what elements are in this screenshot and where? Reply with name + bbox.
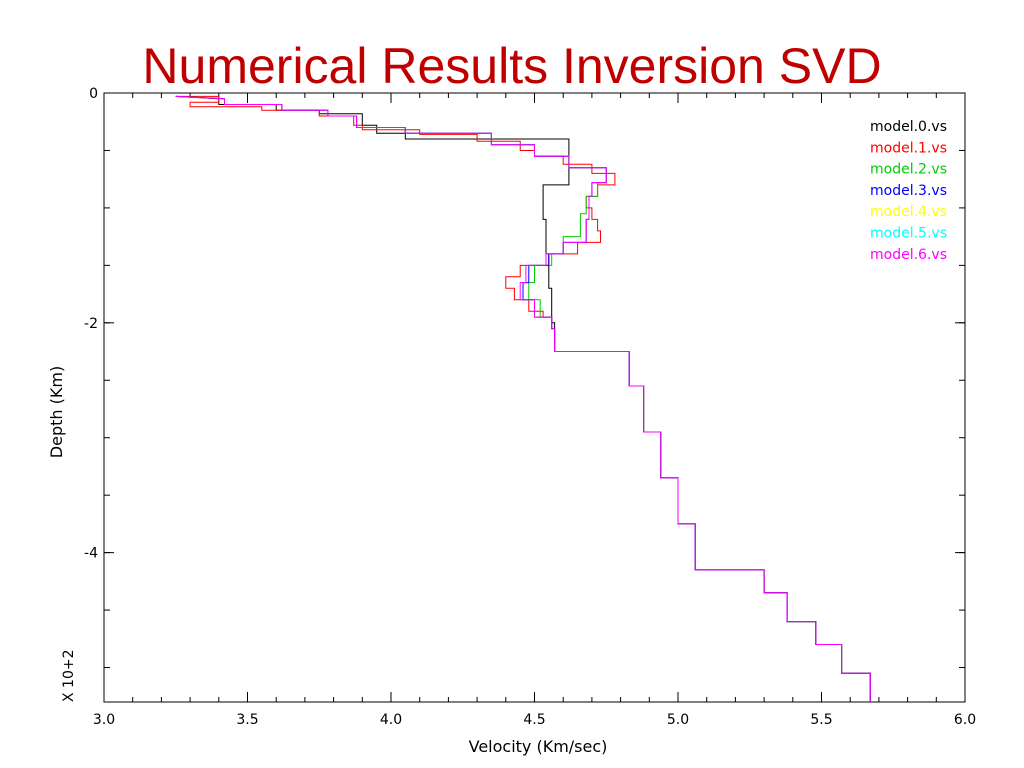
series-group [175,95,871,702]
x-axis-label: Velocity (Km/sec) [469,737,608,756]
series-line-model-1-vs [175,95,871,702]
x-tick-label: 6.0 [954,712,976,728]
y-tick-label: -4 [84,546,98,562]
x-tick-label: 4.0 [380,712,402,728]
y-axis-label: Depth (Km) [47,366,66,458]
plot-frame [103,92,966,703]
legend-entry: model.3.vs [870,183,947,199]
series-line-model-3-vs [175,95,871,702]
series-line-model-0-vs [175,95,871,702]
legend-entry: model.6.vs [870,247,947,263]
page-title: Numerical Results Inversion SVD [142,38,882,94]
legend-entry: model.5.vs [870,226,947,242]
series-line-model-6-vs [175,95,871,702]
tick-group: 3.0 3.5 4.0 4.5 5.0 5.5 6.0 0 -2 -4 [84,86,976,728]
y-multiplier-label: X 10+2 [61,650,77,703]
x-tick-label: 3.5 [236,712,258,728]
legend: model.0.vs model.1.vs model.2.vs model.3.vs… [870,119,947,263]
legend-entry: model.1.vs [870,140,947,156]
legend-entry: model.2.vs [870,162,947,178]
x-tick-label: 5.5 [810,712,832,728]
legend-entry: model.0.vs [870,119,947,135]
series-line-model-2-vs [175,95,871,702]
y-tick-label: 0 [89,86,98,102]
y-tick-label: -2 [84,316,98,332]
x-tick-label: 4.5 [523,712,545,728]
x-tick-label: 3.0 [93,712,115,728]
x-tick-label: 5.0 [667,712,689,728]
legend-entry: model.4.vs [870,204,947,220]
